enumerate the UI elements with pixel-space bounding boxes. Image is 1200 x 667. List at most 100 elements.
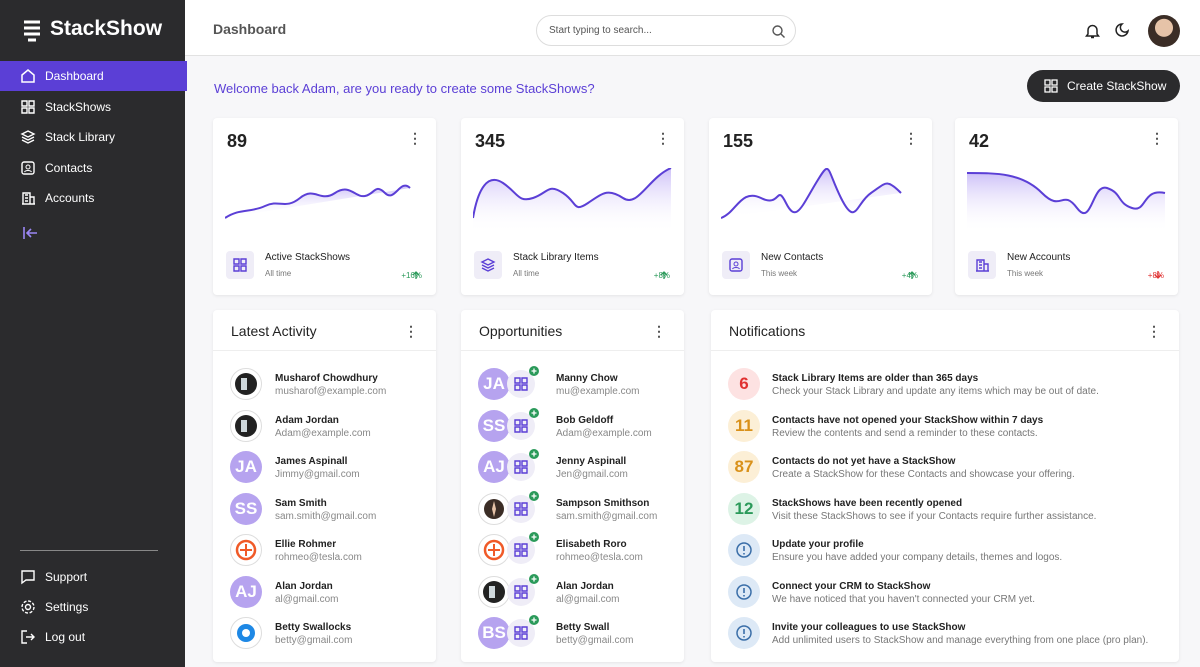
nav-item[interactable]: StackShows [0,92,187,122]
collapse-icon[interactable] [22,226,38,240]
notification-text: Review the contents and send a reminder … [772,427,1038,439]
icon [514,626,528,640]
stat-icon [226,251,254,279]
create-icon [1044,79,1058,93]
menu-dots[interactable]: ⋮ [656,130,670,146]
stat-change: +4% [901,271,918,280]
menu-dots[interactable]: ⋮ [652,323,666,339]
contact-email: Jimmy@gmail.com [275,469,360,480]
notification-badge: 11 [728,409,760,442]
nav-item[interactable]: Dashboard [0,61,187,91]
notification-text: Check your Stack Library and update any … [772,386,1099,397]
contact-name: Adam Jordan [275,414,339,426]
info-icon [736,625,752,641]
nav-label: Dashboard [45,69,104,83]
trend-arrow [1154,271,1162,279]
theme-icon[interactable] [1113,22,1129,38]
icon [233,258,247,272]
stat-card: 89 ⋮ Active StackShows All time +16% [213,118,436,295]
contact-name: Betty Swallocks [275,622,352,633]
nav-icon [21,630,35,644]
nav-label: StackShows [45,99,112,114]
nav-label: Log out [45,630,86,644]
logo [483,539,505,561]
contact-name: Ellie Rohmer [275,539,337,550]
create-button-label: Create StackShow [1067,79,1167,93]
trend-arrow [908,271,916,279]
panel-title: Opportunities [479,323,563,339]
brand: StackShow [50,17,163,40]
footer-nav-item[interactable]: Settings [0,592,187,622]
contact-name: Sam Smith [275,497,327,509]
logo-avatar [230,368,262,400]
stack-icon [507,536,535,564]
add-badge [529,407,539,418]
menu-dots[interactable]: ⋮ [1150,130,1164,146]
menu-dots[interactable]: ⋮ [404,323,418,339]
footer-nav-item[interactable]: Support [0,562,187,592]
nav-label: Contacts [45,160,93,175]
stat-label: New Contacts [761,252,824,263]
panel-title: Latest Activity [231,323,317,339]
nav-icon [21,99,35,114]
activity-panel: Latest Activity ⋮ Musharof Chowdhury mushar… [213,310,436,662]
contact-email: mu@example.com [556,386,640,397]
stack-icon [507,453,535,481]
nav-label: Accounts [45,191,95,205]
stat-value: 42 [969,131,990,151]
stat-label: Active StackShows [265,252,351,263]
menu-dots[interactable]: ⋮ [1147,323,1161,339]
nav-item[interactable]: Accounts [0,183,187,213]
create-button[interactable]: Create StackShow [1027,70,1180,102]
icon [976,259,989,272]
icon [514,543,528,557]
stat-label: New Accounts [1007,252,1071,263]
stack-icon [507,494,535,523]
contact-name: Bob Geldoff [556,414,614,426]
avatar: SS [230,492,262,525]
nav-icon [20,130,36,144]
notification-title: Contacts do not yet have a StackShow [772,456,956,467]
contact-name: Manny Chow [556,373,618,384]
notification-text: Ensure you have added your company detai… [772,552,1063,563]
icon [514,377,528,391]
nav-label: Support [45,570,88,584]
stat-value: 89 [227,131,248,151]
sparkline [967,172,1166,233]
menu-dots[interactable]: ⋮ [408,130,422,146]
bell-icon[interactable] [1085,23,1100,39]
icon [480,258,496,272]
contact-email: sam.smith@gmail.com [556,510,658,522]
notification-badge: 6 [728,368,760,400]
add-badge [529,573,539,584]
logo [483,580,505,603]
add-badge [529,366,539,376]
contact-name: James Aspinall [275,456,348,467]
avatar: AJ [478,451,510,483]
stat-card: 155 ⋮ New Contacts This week +4% [709,118,932,295]
contact-email: Jen@gmail.com [556,469,628,480]
nav-item[interactable]: Contacts [0,153,187,183]
logo [237,624,255,642]
nav-item[interactable]: Stack Library [0,122,187,152]
contact-email: sam.smith@gmail.com [275,510,377,522]
search-placeholder: Start typing to search... [549,25,652,36]
search-icon [772,25,785,38]
stack-icon [507,619,535,647]
search-box[interactable]: Start typing to search... [536,15,796,46]
contact-name: Sampson Smithson [556,497,650,509]
sparkline [473,168,672,233]
nav-icon [21,160,35,175]
contact-email: Adam@example.com [275,427,371,439]
welcome-text: Welcome back Adam, are you ready to crea… [214,81,595,96]
user-avatar[interactable] [1148,15,1180,47]
logo-avatar [230,534,262,566]
notification-title: Contacts have not opened your StackShow … [772,414,1044,426]
notification-badge: 87 [728,451,760,483]
footer-nav-item[interactable]: Log out [0,622,187,652]
stat-value: 155 [723,131,754,151]
notifications-panel: Notifications ⋮ 6 Stack Library Items are o… [711,310,1179,662]
sparkline [225,184,411,219]
menu-dots[interactable]: ⋮ [904,130,918,146]
